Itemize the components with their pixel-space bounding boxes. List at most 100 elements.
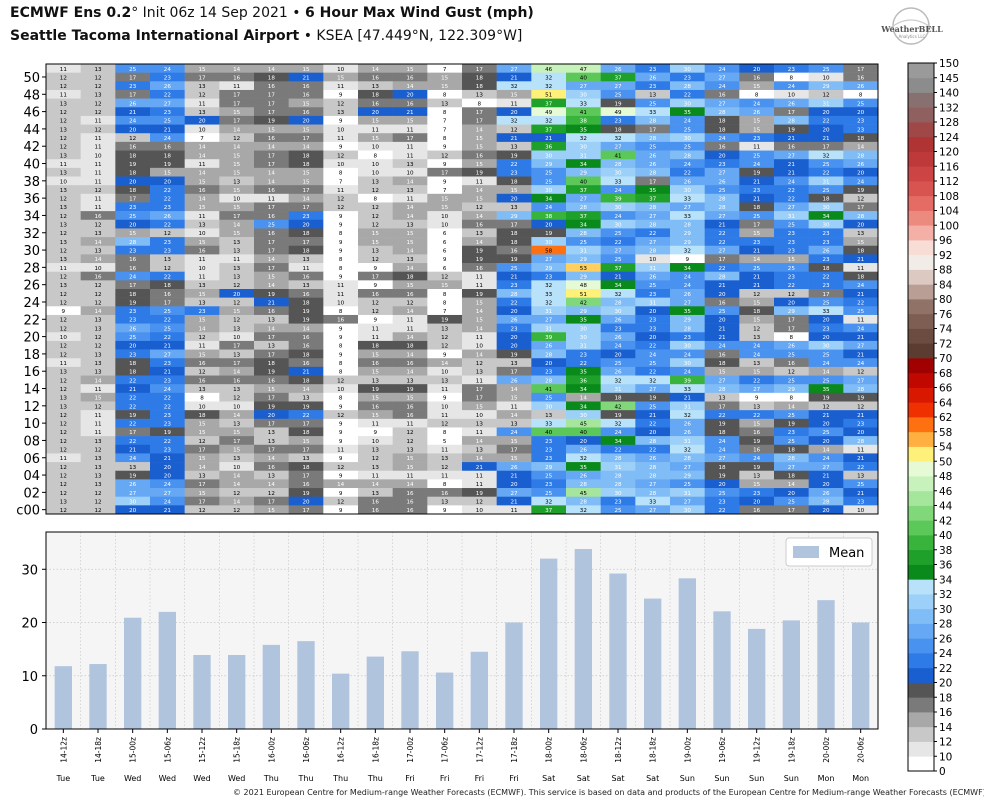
heatmap-cell (670, 410, 705, 420)
heatmap-cell (739, 167, 775, 177)
heatmap-cell-value: 29 (545, 465, 553, 471)
heatmap-cell-value: 19 (510, 257, 518, 263)
heatmap-cell-value: 8 (443, 110, 447, 116)
heatmap-cell (323, 115, 359, 125)
heatmap-cell-value: 14 (476, 352, 484, 358)
heatmap-cell (358, 107, 393, 117)
heatmap-cell (150, 392, 185, 402)
heatmap-cell-value: 25 (545, 171, 553, 177)
heatmap-cell-value: 14 (233, 67, 241, 73)
heatmap-cell-value: 23 (129, 248, 137, 254)
heatmap-cell (739, 444, 775, 454)
heatmap-cell-value: 13 (198, 110, 206, 116)
heatmap-cell (808, 349, 844, 359)
heatmap-cell-value: 22 (649, 231, 656, 237)
heatmap-cell (288, 384, 324, 394)
heatmap-cell (150, 289, 185, 298)
heatmap-cell-value: 8 (339, 257, 343, 263)
heatmap-cell-value: 17 (302, 448, 310, 454)
heatmap-cell (392, 185, 428, 195)
heatmap-cell (635, 176, 671, 186)
heatmap-cell-value: 15 (372, 396, 380, 402)
heatmap-cell-value: 23 (857, 422, 865, 428)
heatmap-cell (635, 496, 671, 506)
heatmap-cell-value: 27 (718, 248, 726, 254)
heatmap-cell-value: 20 (233, 292, 241, 298)
heatmap-cell (462, 193, 497, 203)
heatmap-cell (80, 436, 116, 446)
heatmap-cell (808, 176, 844, 186)
heatmap-cell-value: 12 (822, 93, 829, 99)
heatmap-cell (288, 271, 324, 281)
heatmap-cell-value: 14 (268, 145, 276, 151)
heatmap-cell-value: 16 (510, 248, 518, 254)
heatmap-cell (427, 254, 463, 264)
colorbar-tick-label: 16 (939, 707, 953, 719)
heatmap-cell-value: 23 (198, 309, 206, 315)
heatmap-cell-value: 12 (60, 378, 67, 384)
heatmap-cell (704, 444, 740, 454)
heatmap-cell (635, 202, 671, 212)
heatmap-cell-value: 13 (94, 473, 102, 479)
heatmap-cell (150, 366, 185, 376)
bar-day-label: Thu (263, 774, 279, 783)
heatmap-cell-value: 11 (372, 326, 380, 332)
heatmap-cell-value: 20 (268, 413, 276, 419)
heatmap-cell-value: 12 (753, 326, 760, 332)
heatmap-cell (323, 89, 359, 99)
heatmap-cell-value: 16 (788, 361, 796, 367)
heatmap-cell-value: 12 (406, 439, 413, 445)
heatmap-cell-value: 26 (788, 344, 796, 350)
heatmap-cell-value: 18 (406, 274, 414, 280)
heatmap-cell-value: 23 (649, 292, 657, 298)
heatmap-cell (704, 436, 740, 446)
heatmap-cell-value: 13 (233, 456, 241, 462)
heatmap-cell-value: 22 (164, 439, 171, 445)
heatmap-cell (670, 98, 705, 108)
heatmap-cell-value: 6 (443, 266, 447, 272)
heatmap-cell (254, 444, 289, 454)
heatmap-cell-value: 14 (198, 326, 206, 332)
heatmap-cell (323, 219, 359, 229)
heatmap-cell (635, 462, 671, 472)
heatmap-cell-value: 18 (718, 119, 726, 125)
heatmap-cell (288, 72, 324, 82)
heatmap-cell-value: 13 (60, 240, 68, 246)
heatmap-cell (427, 115, 463, 125)
heatmap-cell (150, 89, 185, 99)
heatmap-cell-value: 15 (198, 292, 206, 298)
heatmap-cell (288, 505, 324, 515)
heatmap-cell (843, 392, 879, 402)
bar-mean (574, 549, 592, 729)
heatmap-cell (808, 89, 844, 99)
heatmap-cell (254, 115, 289, 125)
heatmap-cell (704, 384, 740, 394)
heatmap-cell-value: 21 (510, 473, 518, 479)
heatmap-cell-value: 9 (339, 119, 343, 125)
heatmap-cell-value: 22 (164, 223, 171, 229)
heatmap-cell (808, 211, 844, 221)
heatmap-cell (219, 444, 255, 454)
heatmap-cell-value: 12 (337, 465, 344, 471)
heatmap-cell-value: 9 (443, 179, 447, 185)
heatmap-cell-value: 20 (406, 93, 414, 99)
bar-xtick-label: 19-18z (787, 737, 796, 763)
heatmap-cell (288, 392, 324, 402)
heatmap-cell (392, 202, 428, 212)
heatmap-cell (358, 254, 393, 264)
bar-mean (228, 654, 246, 729)
heatmap-cell (704, 306, 740, 316)
heatmap-cell (80, 340, 116, 350)
heatmap-cell-value: 8 (339, 266, 343, 272)
heatmap-cell (46, 479, 81, 489)
heatmap-cell (392, 444, 428, 454)
heatmap-cell-value: 37 (649, 197, 657, 203)
heatmap-cell (739, 479, 775, 489)
heatmap-cell (46, 72, 81, 82)
heatmap-cell-value: 13 (94, 326, 102, 332)
heatmap-cell-value: 21 (753, 248, 761, 254)
heatmap-cell (843, 289, 879, 298)
heatmap-cell-value: 27 (129, 491, 137, 497)
heatmap-cell (392, 349, 428, 359)
heatmap-cell-value: 16 (302, 93, 310, 99)
